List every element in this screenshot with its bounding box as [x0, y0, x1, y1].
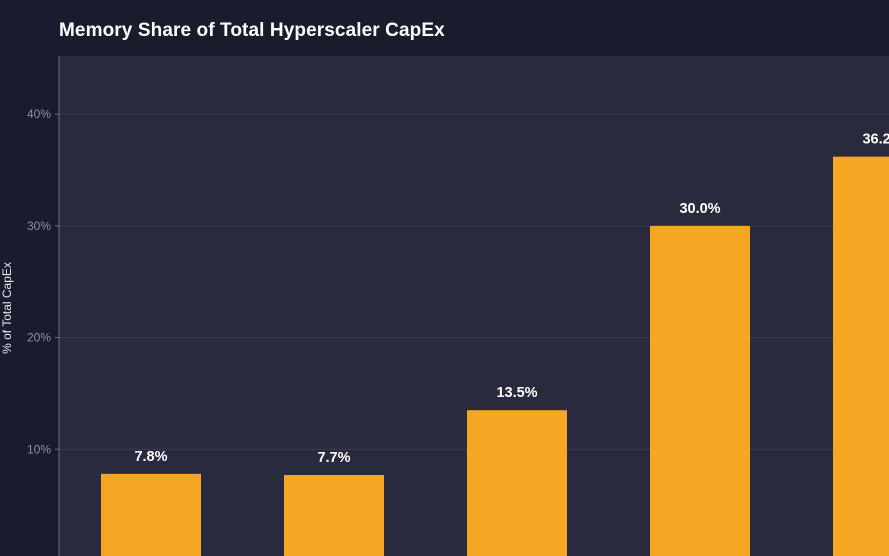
bar-value-label: 13.5% [496, 385, 537, 401]
y-tick-label: 30% [27, 219, 51, 233]
bar-value-label: 30.0% [679, 201, 720, 217]
bar-value-label: 36.2% [862, 132, 889, 148]
bar-value-label: 7.8% [134, 449, 167, 465]
y-tick-label: 40% [27, 107, 51, 121]
y-tick-label: 0% [34, 554, 52, 556]
bar [284, 474, 384, 556]
bars [101, 156, 889, 556]
bar [101, 473, 201, 556]
bar [650, 225, 750, 556]
bar-value-label: 7.7% [317, 450, 350, 466]
bar [833, 156, 889, 556]
y-ticks: 0% 10% 20% 30% 40% [27, 107, 59, 556]
y-tick-label: 20% [27, 331, 51, 345]
chart-title: Memory Share of Total Hyperscaler CapEx [59, 20, 445, 41]
bar-value-labels: 7.8% 7.7% 13.5% 30.0% 36.2% [134, 132, 889, 466]
bar [467, 410, 567, 556]
y-tick-label: 10% [27, 442, 51, 456]
